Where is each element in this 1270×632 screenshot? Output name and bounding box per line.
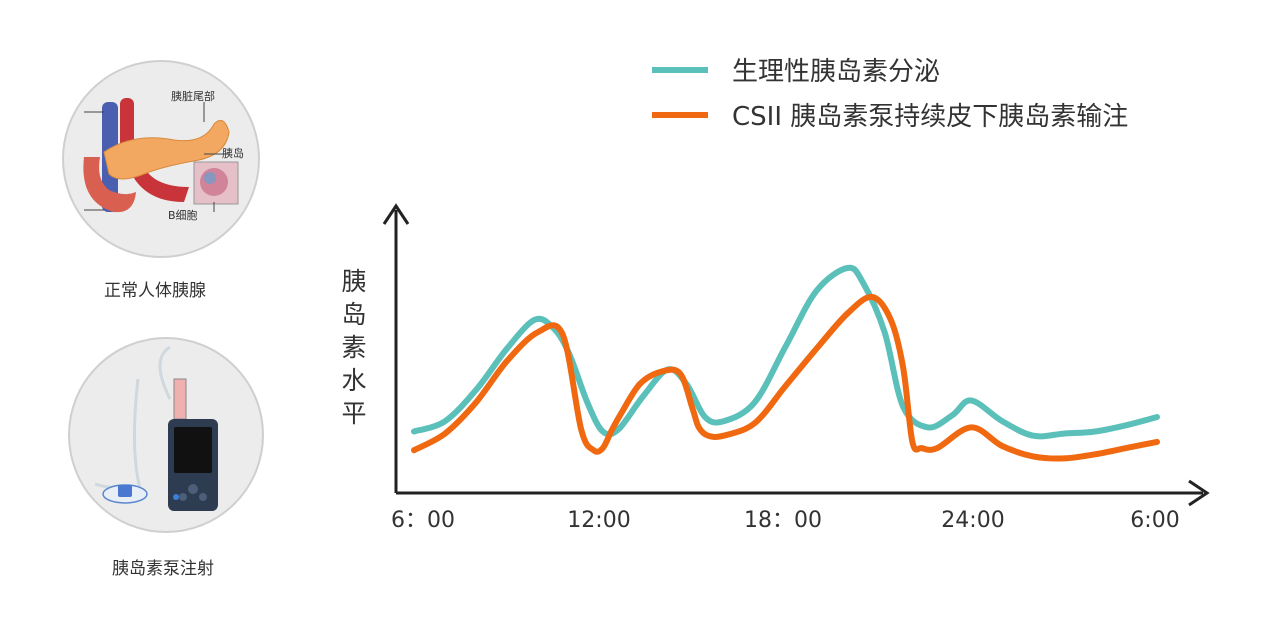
pump-bluetooth-shape bbox=[173, 494, 179, 500]
label-beta-cell: B细胞 bbox=[168, 209, 198, 222]
label-islet: 胰岛 bbox=[222, 147, 244, 160]
infusion-hub-shape bbox=[118, 485, 132, 497]
y-axis-label-char: 胰 bbox=[341, 267, 366, 296]
x-tick-labels: 6：00 12:00 18：00 24:00 6:00 bbox=[391, 508, 1180, 533]
y-axis-arrow bbox=[382, 203, 410, 225]
pump-button-shape bbox=[188, 484, 198, 494]
tubing-top-shape bbox=[158, 345, 172, 400]
x-tick-label: 24:00 bbox=[941, 508, 1004, 533]
y-axis-label-char: 岛 bbox=[341, 300, 366, 329]
pump-button-shape bbox=[199, 493, 207, 501]
pancreas-shape bbox=[103, 119, 230, 180]
series-line-physiological bbox=[411, 264, 1160, 440]
y-axis-label-char: 素 bbox=[341, 333, 366, 362]
pancreas-caption: 正常人体胰腺 bbox=[104, 281, 206, 301]
chart-legend: 生理性胰岛素分泌 CSII 胰岛素泵持续皮下胰岛素输注 bbox=[652, 57, 1128, 132]
chart-series bbox=[411, 264, 1160, 462]
x-tick-label: 12:00 bbox=[567, 508, 630, 533]
x-axis-arrow bbox=[1188, 479, 1210, 507]
legend-label-csii: CSII 胰岛素泵持续皮下胰岛素输注 bbox=[732, 102, 1128, 132]
pump-caption: 胰岛素泵注射 bbox=[112, 559, 214, 579]
insulin-pump-illustration bbox=[68, 337, 264, 533]
y-axis-label-char: 平 bbox=[341, 399, 366, 428]
duodenum-shape bbox=[83, 157, 136, 213]
x-tick-label: 6：00 bbox=[391, 508, 455, 533]
tubing-side-shape bbox=[94, 378, 142, 491]
pancreas-illustration: 胰脏尾部 胰岛 B细胞 bbox=[62, 60, 260, 258]
series-line-csii bbox=[411, 293, 1160, 462]
pump-button-shape bbox=[179, 493, 187, 501]
beta-cell-shape bbox=[204, 172, 216, 184]
chart-axes bbox=[382, 203, 1210, 507]
x-tick-label: 18：00 bbox=[744, 508, 822, 533]
legend-label-physiological: 生理性胰岛素分泌 bbox=[732, 57, 940, 87]
label-pancreas-tail: 胰脏尾部 bbox=[171, 90, 215, 103]
pump-screen-shape bbox=[174, 427, 212, 473]
y-axis-label-char: 水 bbox=[341, 366, 366, 395]
x-tick-label: 6:00 bbox=[1130, 508, 1179, 533]
